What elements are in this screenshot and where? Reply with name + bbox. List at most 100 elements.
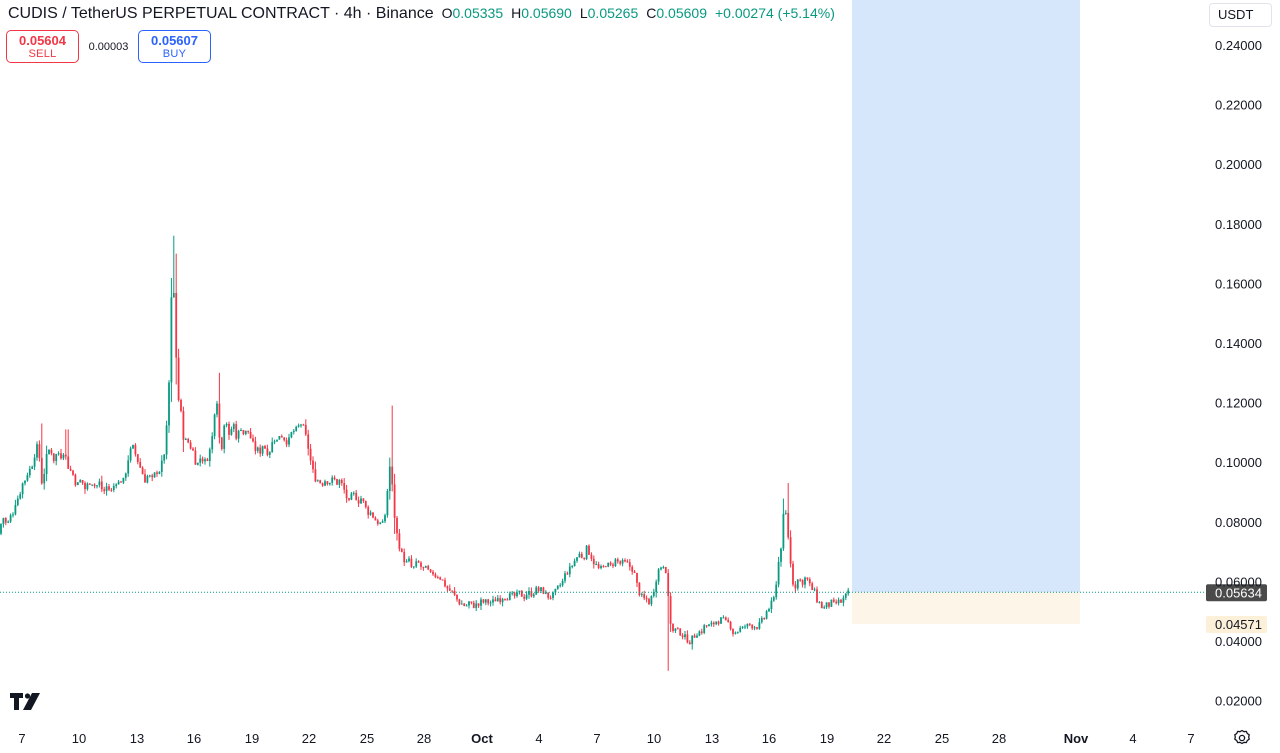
- sell-button[interactable]: 0.05604 SELL: [6, 30, 79, 63]
- candle-body: [110, 489, 113, 491]
- candle-body: [141, 467, 144, 475]
- candle-body: [96, 485, 98, 487]
- candle-body: [770, 600, 773, 610]
- candle-body: [463, 603, 466, 606]
- time-tick-label: 25: [935, 731, 949, 746]
- candle-body: [674, 628, 677, 631]
- candle-body: [72, 470, 74, 475]
- candle-body: [448, 588, 451, 591]
- candle-body: [600, 566, 602, 569]
- candle-body: [480, 599, 482, 606]
- buy-price: 0.05607: [151, 32, 198, 48]
- candle-body: [57, 453, 60, 455]
- candle-body: [633, 571, 636, 574]
- time-tick-label: 7: [1187, 731, 1194, 746]
- candle-body: [38, 444, 41, 458]
- candle-body: [528, 591, 530, 595]
- candle-body: [710, 622, 713, 625]
- candle-body: [535, 587, 538, 595]
- candle-body: [446, 586, 449, 589]
- candle-body: [182, 411, 185, 440]
- candle-body: [729, 621, 732, 630]
- candle-body: [640, 594, 643, 596]
- candle-body: [328, 482, 331, 485]
- price-tick-label: 0.18000: [1215, 217, 1262, 232]
- candle-body: [112, 486, 115, 490]
- candle-body: [374, 517, 377, 521]
- candle-body: [235, 424, 238, 439]
- candle-body: [156, 472, 158, 474]
- candle-body: [88, 483, 91, 485]
- candle-body: [7, 521, 10, 523]
- candle-body: [799, 579, 802, 581]
- candle-body: [132, 444, 134, 449]
- candle-body: [693, 635, 696, 638]
- candle-body: [204, 459, 206, 462]
- candle-body: [460, 603, 463, 605]
- time-tick-label: 4: [1129, 731, 1136, 746]
- candle-body: [501, 598, 504, 603]
- candle-body: [343, 482, 346, 490]
- candle-body: [732, 629, 734, 634]
- candle-body: [189, 442, 192, 449]
- symbol-title[interactable]: CUDIS / TetherUS PERPETUAL CONTRACT · 4h…: [8, 5, 434, 22]
- candle-body: [427, 565, 430, 570]
- candle-body: [228, 423, 230, 435]
- candle-body: [482, 599, 485, 603]
- candle-body: [19, 494, 22, 499]
- candle-body: [2, 518, 5, 524]
- time-tick-label: 10: [72, 731, 86, 746]
- candle-body: [556, 585, 559, 589]
- open-label: O: [441, 5, 453, 21]
- settings-gear-icon[interactable]: [1233, 729, 1251, 747]
- candle-body: [780, 548, 782, 562]
- candle-body: [609, 562, 612, 565]
- candle-body: [679, 628, 682, 636]
- candle-body: [837, 599, 840, 604]
- candle-body: [115, 484, 118, 487]
- candle-body: [602, 566, 605, 568]
- candle-body: [676, 628, 679, 630]
- candle-body: [513, 592, 516, 597]
- legend-header: CUDIS / TetherUS PERPETUAL CONTRACT · 4h…: [8, 5, 835, 25]
- candle-body: [720, 617, 722, 624]
- candle-body: [314, 469, 317, 482]
- candle-body: [801, 579, 804, 585]
- candle-body: [487, 599, 490, 604]
- candle-body: [326, 481, 329, 485]
- candle-body: [806, 577, 809, 580]
- candle-body: [696, 635, 698, 638]
- candle-body: [552, 592, 554, 598]
- time-tick-label: 22: [302, 731, 316, 746]
- candle-body: [40, 457, 43, 484]
- candle-body: [26, 475, 29, 481]
- candle-body: [496, 598, 499, 602]
- candle-body: [472, 602, 475, 608]
- candle-body: [573, 560, 576, 567]
- price-tick-label: 0.22000: [1215, 98, 1262, 113]
- candle-body: [544, 592, 547, 594]
- candle-body: [614, 559, 617, 566]
- candle-body: [736, 631, 739, 633]
- candle-body: [595, 564, 598, 566]
- candle-body: [76, 482, 79, 486]
- currency-selector[interactable]: USDT: [1209, 3, 1272, 27]
- candle-body: [192, 448, 194, 451]
- candle-body: [242, 429, 245, 435]
- candle-body: [612, 564, 614, 566]
- candle-body: [338, 479, 341, 485]
- candle-body: [172, 293, 175, 298]
- candle-body: [465, 605, 468, 607]
- candle-body: [712, 622, 715, 625]
- time-tick-label: Oct: [471, 731, 493, 746]
- candle-body: [681, 635, 684, 638]
- candle-body: [79, 480, 82, 483]
- candle-body: [81, 480, 84, 483]
- buy-button[interactable]: 0.05607 BUY: [138, 30, 211, 63]
- candle-body: [9, 515, 12, 522]
- tradingview-logo-icon[interactable]: [10, 693, 42, 710]
- time-tick-label: 28: [992, 731, 1006, 746]
- candle-body: [422, 566, 425, 568]
- candle-body: [213, 414, 216, 437]
